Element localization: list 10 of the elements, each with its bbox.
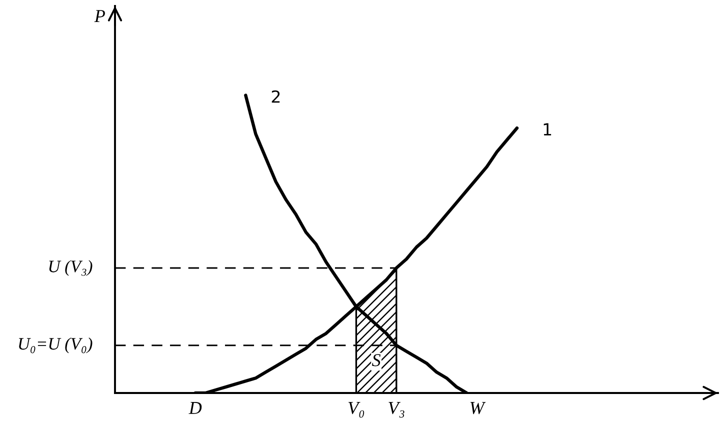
x-tick-label: V₀	[348, 402, 364, 418]
series-label: U₀=U (V₀)	[19, 337, 92, 354]
series-label: 2	[272, 90, 280, 103]
series-label: S	[372, 354, 381, 366]
y-axis-title: P	[94, 10, 105, 22]
series-label: 1	[544, 123, 552, 136]
series-label: U (V₃)	[49, 260, 92, 276]
x-tick-label: W	[470, 402, 486, 414]
x-tick-label: D	[188, 402, 202, 414]
x-tick-label: V₃	[388, 402, 404, 418]
